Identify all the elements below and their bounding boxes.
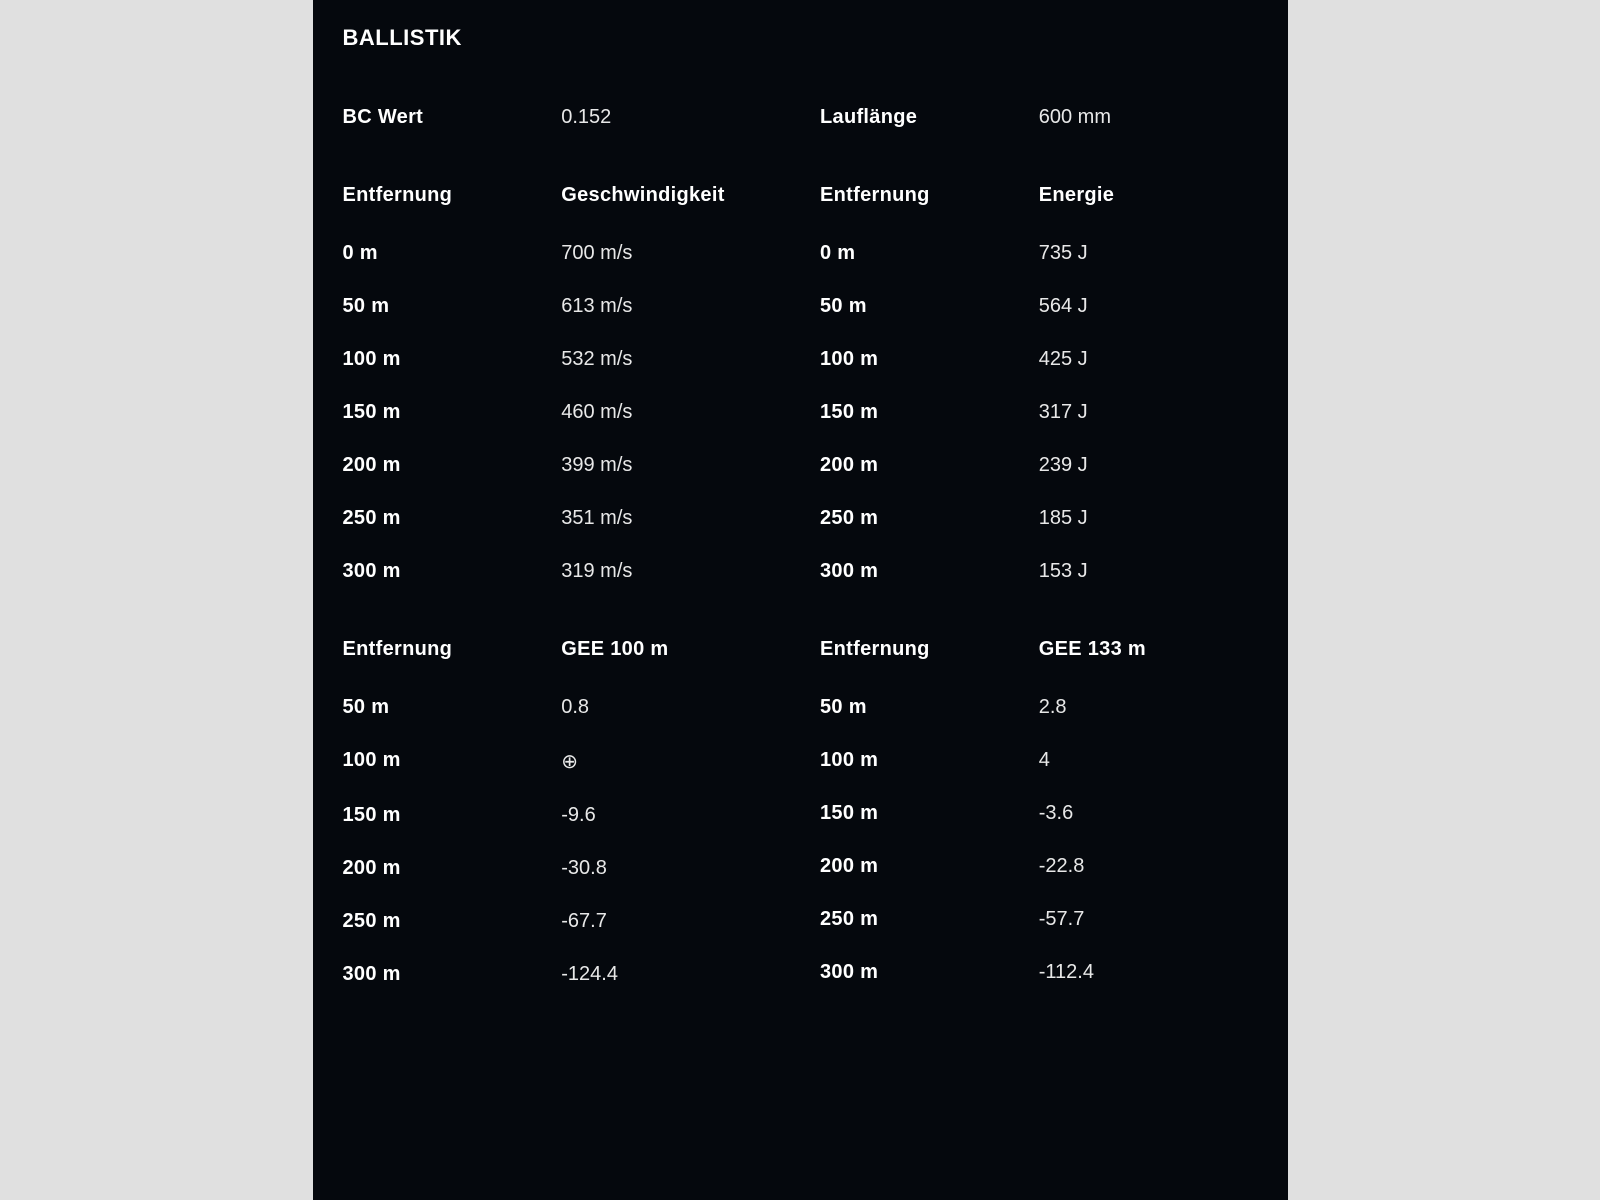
velocity-table: Entfernung Geschwindigkeit 0 m 700 m/s 5… bbox=[343, 184, 781, 583]
table-row-val: 532 m/s bbox=[561, 348, 780, 371]
gee133-col2-header: GEE 133 m bbox=[1039, 638, 1258, 661]
gee133-rows: 50 m 2.8 100 m 4 150 m -3.6 200 m -22.8 … bbox=[820, 696, 1258, 984]
table-row-dist: 250 m bbox=[343, 507, 562, 530]
table-row-val: 317 J bbox=[1039, 401, 1258, 424]
bc-spec: BC Wert 0.152 bbox=[343, 106, 781, 129]
table-row-dist: 50 m bbox=[820, 295, 1039, 318]
energy-col1-header: Entfernung bbox=[820, 184, 1039, 207]
table-row-dist: 200 m bbox=[343, 857, 562, 880]
table-row-val: 2.8 bbox=[1039, 696, 1258, 719]
energy-col2-header: Energie bbox=[1039, 184, 1258, 207]
table-row-dist: 300 m bbox=[343, 560, 562, 583]
table-row-val: 185 J bbox=[1039, 507, 1258, 530]
velocity-rows: 0 m 700 m/s 50 m 613 m/s 100 m 532 m/s 1… bbox=[343, 242, 781, 583]
table-row-val: 700 m/s bbox=[561, 242, 780, 265]
table-row-val: 735 J bbox=[1039, 242, 1258, 265]
table-row-dist: 300 m bbox=[820, 560, 1039, 583]
gee100-col2-header: GEE 100 m bbox=[561, 638, 780, 661]
velocity-col1-header: Entfernung bbox=[343, 184, 562, 207]
velocity-energy-section: Entfernung Geschwindigkeit 0 m 700 m/s 5… bbox=[343, 184, 1258, 583]
table-row-dist: 150 m bbox=[343, 401, 562, 424]
table-row-val: 399 m/s bbox=[561, 454, 780, 477]
table-row-val: -30.8 bbox=[561, 857, 780, 880]
table-row-dist: 50 m bbox=[343, 696, 562, 719]
table-row-dist: 0 m bbox=[820, 242, 1039, 265]
panel-title: BALLISTIK bbox=[343, 25, 1258, 51]
velocity-col2-header: Geschwindigkeit bbox=[561, 184, 780, 207]
table-row-val: 613 m/s bbox=[561, 295, 780, 318]
table-row-dist: 300 m bbox=[343, 963, 562, 986]
barrel-length-label: Lauflänge bbox=[820, 106, 1039, 129]
table-row-dist: 200 m bbox=[820, 454, 1039, 477]
table-row-val: 460 m/s bbox=[561, 401, 780, 424]
energy-header: Entfernung Energie bbox=[820, 184, 1258, 207]
energy-table: Entfernung Energie 0 m 735 J 50 m 564 J … bbox=[820, 184, 1258, 583]
table-row-val: 239 J bbox=[1039, 454, 1258, 477]
gee133-header: Entfernung GEE 133 m bbox=[820, 638, 1258, 661]
table-row-val: 425 J bbox=[1039, 348, 1258, 371]
table-row-val: -124.4 bbox=[561, 963, 780, 986]
table-row-dist: 150 m bbox=[343, 804, 562, 827]
table-row-val: 0.8 bbox=[561, 696, 780, 719]
table-row-val: 153 J bbox=[1039, 560, 1258, 583]
table-row-val: -3.6 bbox=[1039, 802, 1258, 825]
table-row-val: -67.7 bbox=[561, 910, 780, 933]
barrel-length-spec: Lauflänge 600 mm bbox=[820, 106, 1258, 129]
table-row-dist: 100 m bbox=[820, 348, 1039, 371]
table-row-dist: 250 m bbox=[820, 507, 1039, 530]
table-row-val: ⊕ bbox=[561, 749, 780, 774]
table-row-val: -22.8 bbox=[1039, 855, 1258, 878]
bc-value: 0.152 bbox=[561, 106, 780, 129]
gee100-table: Entfernung GEE 100 m 50 m 0.8 100 m ⊕ 15… bbox=[343, 638, 781, 986]
table-row-val: -112.4 bbox=[1039, 961, 1258, 984]
table-row-val: 319 m/s bbox=[561, 560, 780, 583]
energy-rows: 0 m 735 J 50 m 564 J 100 m 425 J 150 m 3… bbox=[820, 242, 1258, 583]
gee100-col1-header: Entfernung bbox=[343, 638, 562, 661]
table-row-val: 4 bbox=[1039, 749, 1258, 772]
barrel-length-value: 600 mm bbox=[1039, 106, 1258, 129]
table-row-dist: 100 m bbox=[343, 348, 562, 371]
table-row-dist: 250 m bbox=[343, 910, 562, 933]
table-row-dist: 150 m bbox=[820, 401, 1039, 424]
table-row-dist: 150 m bbox=[820, 802, 1039, 825]
table-row-dist: 300 m bbox=[820, 961, 1039, 984]
table-row-dist: 200 m bbox=[343, 454, 562, 477]
gee100-rows: 50 m 0.8 100 m ⊕ 150 m -9.6 200 m -30.8 … bbox=[343, 696, 781, 986]
table-row-dist: 250 m bbox=[820, 908, 1039, 931]
table-row-dist: 50 m bbox=[820, 696, 1039, 719]
top-specs-row: BC Wert 0.152 Lauflänge 600 mm bbox=[343, 106, 1258, 129]
gee100-header: Entfernung GEE 100 m bbox=[343, 638, 781, 661]
ballistics-panel: BALLISTIK BC Wert 0.152 Lauflänge 600 mm… bbox=[313, 0, 1288, 1200]
table-row-val: 351 m/s bbox=[561, 507, 780, 530]
table-row-dist: 200 m bbox=[820, 855, 1039, 878]
table-row-dist: 50 m bbox=[343, 295, 562, 318]
gee133-col1-header: Entfernung bbox=[820, 638, 1039, 661]
velocity-header: Entfernung Geschwindigkeit bbox=[343, 184, 781, 207]
table-row-dist: 0 m bbox=[343, 242, 562, 265]
bc-label: BC Wert bbox=[343, 106, 562, 129]
table-row-dist: 100 m bbox=[820, 749, 1039, 772]
table-row-dist: 100 m bbox=[343, 749, 562, 774]
table-row-val: 564 J bbox=[1039, 295, 1258, 318]
gee-section: Entfernung GEE 100 m 50 m 0.8 100 m ⊕ 15… bbox=[343, 638, 1258, 986]
gee133-table: Entfernung GEE 133 m 50 m 2.8 100 m 4 15… bbox=[820, 638, 1258, 986]
table-row-val: -57.7 bbox=[1039, 908, 1258, 931]
table-row-val: -9.6 bbox=[561, 804, 780, 827]
